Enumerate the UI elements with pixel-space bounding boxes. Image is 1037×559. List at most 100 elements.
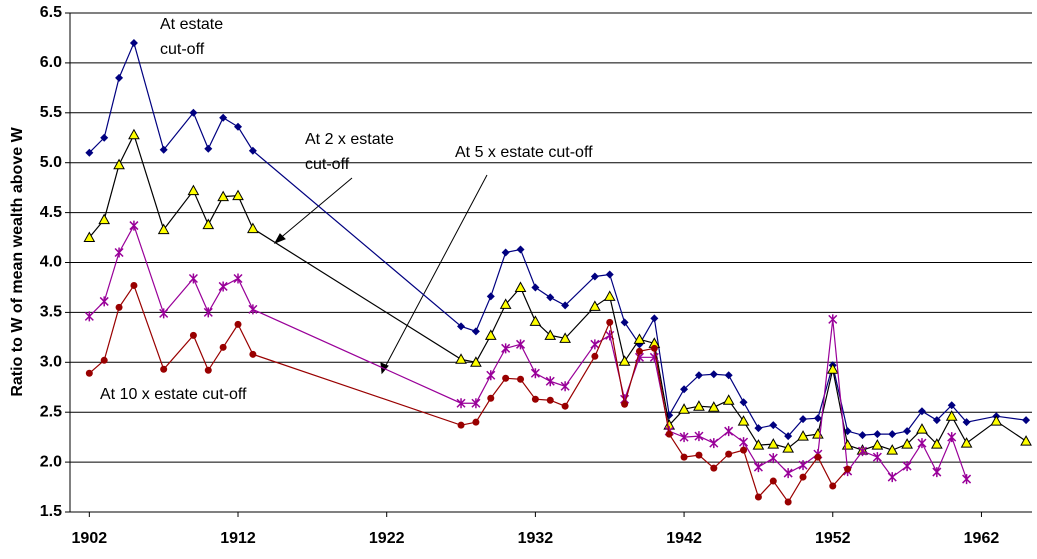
point <box>502 374 510 382</box>
point <box>783 468 793 479</box>
point <box>486 292 495 301</box>
point <box>159 308 169 319</box>
point <box>709 370 718 379</box>
point <box>650 344 658 352</box>
point <box>635 347 643 355</box>
point <box>128 128 140 140</box>
point <box>589 300 601 311</box>
y-tick-label: 6.0 <box>40 54 62 71</box>
point <box>767 438 780 449</box>
point <box>486 370 496 381</box>
point <box>546 293 555 302</box>
point <box>590 339 600 350</box>
point <box>769 477 777 485</box>
series-line <box>88 284 849 504</box>
point <box>724 371 733 380</box>
point <box>650 314 659 323</box>
point <box>873 430 882 439</box>
point <box>693 400 705 411</box>
x-tick-label: 1922 <box>369 530 405 547</box>
point <box>812 428 824 439</box>
point <box>930 438 943 449</box>
series <box>83 128 1032 455</box>
point <box>487 394 495 402</box>
point <box>782 442 795 453</box>
point <box>501 343 511 354</box>
point <box>858 431 867 440</box>
annotation: cut-off <box>160 41 205 58</box>
point <box>606 318 614 326</box>
point <box>159 145 168 154</box>
y-axis-label: Ratio to W of mean wealth above W <box>9 126 26 396</box>
x-tick-label: 1902 <box>72 530 108 547</box>
annotation: cut-off <box>305 156 350 173</box>
point <box>739 398 748 407</box>
point <box>618 355 631 366</box>
point <box>665 430 673 438</box>
point <box>710 464 718 472</box>
point <box>947 401 956 410</box>
point <box>545 376 555 387</box>
series <box>85 281 852 506</box>
point <box>470 356 482 367</box>
point <box>83 231 96 243</box>
point <box>501 248 510 257</box>
point <box>633 333 646 344</box>
point <box>784 432 793 441</box>
series-line <box>88 224 968 480</box>
annotation: At 2 x estate <box>305 131 394 148</box>
point <box>590 272 599 281</box>
x-tick-label: 1942 <box>666 530 702 547</box>
point <box>115 73 124 82</box>
point <box>902 461 912 472</box>
annotation: At estate <box>160 16 223 33</box>
point <box>217 190 229 202</box>
point <box>962 474 972 485</box>
series <box>84 220 972 485</box>
point <box>160 365 168 373</box>
point <box>694 431 704 442</box>
point <box>531 283 540 292</box>
point <box>455 353 467 364</box>
series-line <box>88 41 1027 437</box>
x-tick-label: 1932 <box>518 530 554 547</box>
point <box>947 432 957 443</box>
point <box>1020 435 1032 446</box>
y-tick-label: 4.0 <box>40 254 62 271</box>
point <box>471 327 480 336</box>
point <box>725 450 733 458</box>
point <box>85 369 93 377</box>
point <box>932 467 942 478</box>
y-tick-label: 6.5 <box>40 4 62 21</box>
point <box>754 424 763 433</box>
point <box>544 329 557 340</box>
point <box>560 381 570 392</box>
point <box>189 331 197 339</box>
point <box>561 301 570 310</box>
annotation-arrows <box>273 174 488 375</box>
point <box>945 410 958 421</box>
y-tick-label: 5.5 <box>40 104 62 121</box>
point <box>559 332 571 343</box>
point <box>472 418 480 426</box>
point <box>917 438 927 449</box>
point <box>561 402 569 410</box>
point <box>100 356 108 364</box>
point <box>621 400 629 408</box>
series <box>85 38 1031 441</box>
x-tick-label: 1962 <box>964 530 1000 547</box>
point <box>649 352 659 363</box>
point <box>84 311 94 322</box>
point <box>799 415 808 424</box>
point <box>769 421 778 430</box>
point <box>722 394 735 405</box>
point <box>515 339 526 350</box>
point <box>916 423 928 434</box>
point <box>828 314 838 325</box>
point <box>187 184 200 196</box>
point <box>901 438 913 449</box>
point <box>113 158 125 170</box>
point <box>695 451 703 459</box>
point <box>886 444 899 455</box>
point <box>189 108 198 117</box>
